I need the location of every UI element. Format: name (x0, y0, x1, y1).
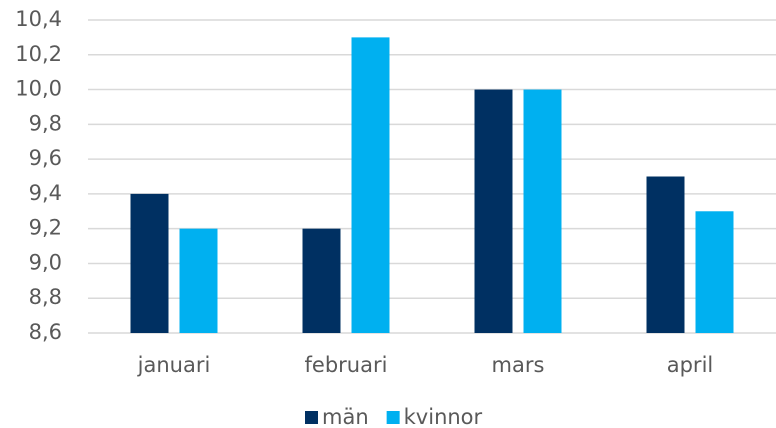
x-tick-label: februari (305, 353, 388, 377)
y-tick-label: 9,8 (29, 111, 62, 135)
y-tick-label: 8,6 (29, 320, 62, 344)
y-tick-label: 9,2 (29, 216, 62, 240)
bar (351, 37, 390, 334)
bar (523, 89, 562, 333)
bar (474, 89, 513, 333)
y-tick-label: 9,4 (29, 181, 62, 205)
legend-swatch (386, 411, 400, 424)
bar (302, 228, 341, 333)
bar (646, 176, 685, 333)
legend-swatch (305, 411, 318, 424)
y-tick-label: 10,2 (15, 42, 62, 66)
bar (179, 228, 218, 333)
bar (130, 193, 169, 333)
legend-label: kvinnor (404, 405, 483, 428)
y-tick-label: 9,6 (29, 146, 62, 170)
x-tick-label: mars (492, 353, 545, 377)
y-tick-label: 10,0 (15, 77, 62, 101)
x-tick-label: januari (137, 353, 211, 377)
y-tick-label: 8,8 (29, 285, 62, 309)
y-tick-label: 9,0 (29, 250, 62, 274)
legend-label: män (322, 405, 369, 428)
bar (695, 211, 734, 333)
y-tick-label: 10,4 (15, 7, 62, 31)
x-tick-label: april (667, 353, 714, 377)
